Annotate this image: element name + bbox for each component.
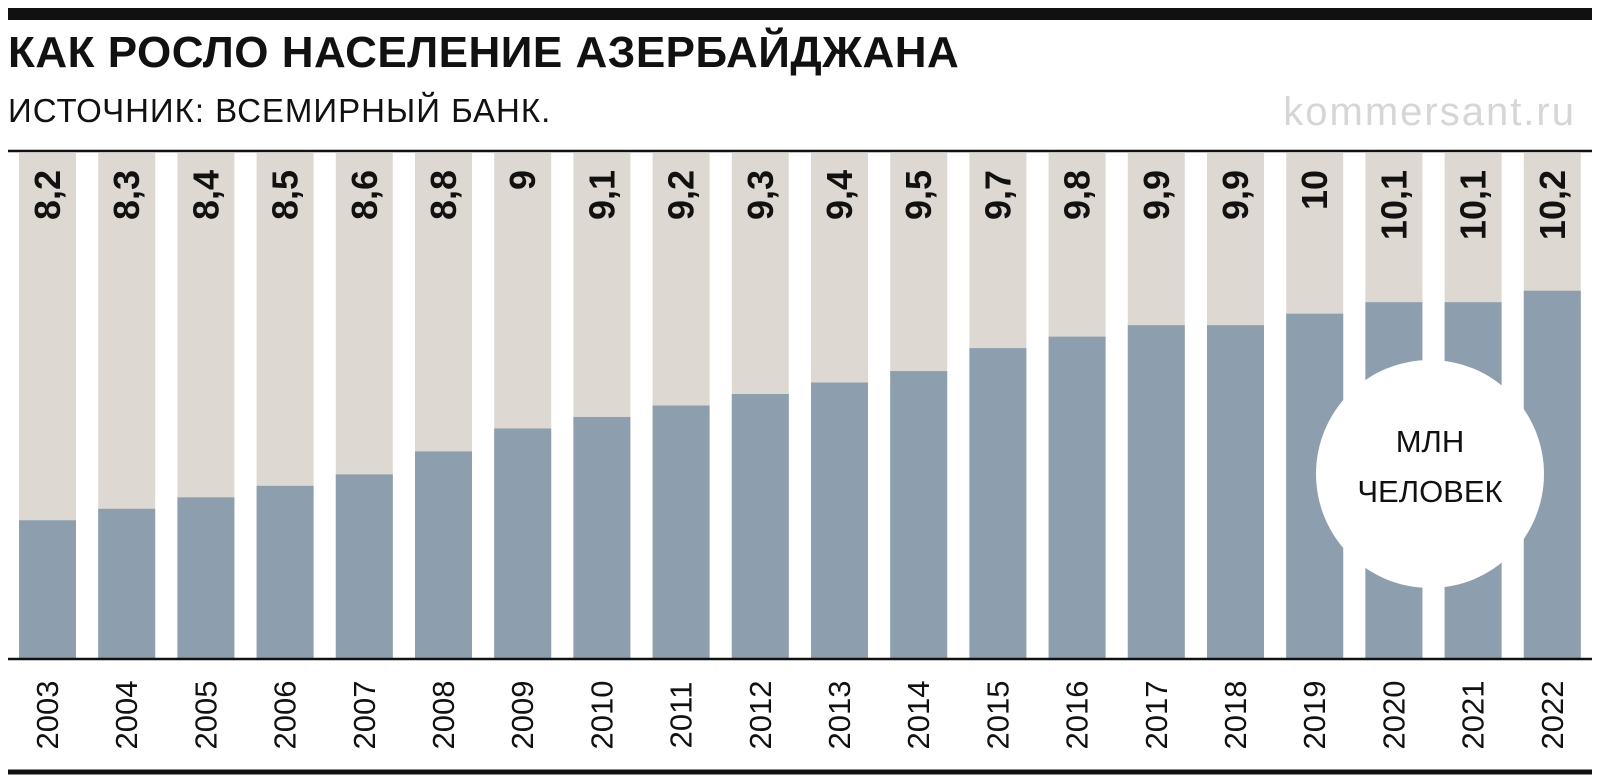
value-label-2009: 9 [502,170,543,190]
value-label-2016: 9,8 [1057,170,1098,220]
value-label-2018: 9,9 [1215,170,1256,220]
year-label-2007: 2007 [347,681,382,750]
value-label-2020: 10,1 [1373,170,1414,240]
year-label-2009: 2009 [505,681,540,750]
value-label-2008: 8,8 [423,170,464,220]
bar-2011 [652,405,710,658]
bar-2012 [731,394,789,658]
value-label-2011: 9,2 [661,170,702,220]
unit-badge-circle [1316,360,1544,588]
year-label-2004: 2004 [109,681,144,750]
value-label-2007: 8,6 [344,170,385,220]
value-label-2012: 9,3 [740,170,781,220]
value-label-2005: 8,4 [185,170,226,220]
value-label-2013: 9,4 [819,170,860,220]
chart-title: КАК РОСЛО НАСЕЛЕНИЕ АЗЕРБАЙДЖАНА [8,28,960,77]
year-label-2010: 2010 [584,681,619,750]
top-rule [8,8,1592,20]
value-label-2010: 9,1 [581,170,622,220]
bar-2015 [969,348,1027,658]
year-label-2020: 2020 [1376,681,1411,750]
value-label-2015: 9,7 [977,170,1018,220]
chart-source: ИСТОЧНИК: ВСЕМИРНЫЙ БАНК. [8,92,552,129]
unit-badge-line2: ЧЕЛОВЕК [1357,474,1502,509]
year-label-2003: 2003 [30,681,65,750]
value-label-2003: 8,2 [27,170,68,220]
bar-2003 [19,520,76,658]
year-label-2005: 2005 [188,681,223,750]
bar-2016 [1048,336,1106,658]
bar-2013 [811,382,868,658]
year-label-2006: 2006 [268,681,303,750]
bar-2004 [98,508,156,658]
bar-2017 [1127,325,1185,658]
bar-2007 [335,474,393,658]
year-label-2015: 2015 [980,681,1015,750]
bars-group: 8,2 2003 8,3 2004 8,4 2005 8,5 2006 8,6 2007 8,8 20… [19,153,1581,749]
year-label-2018: 2018 [1218,681,1253,750]
bar-2010 [573,416,631,658]
unit-badge: МЛН ЧЕЛОВЕК [1316,360,1544,588]
brand-watermark: kommersant.ru [1283,90,1576,134]
bar-2005 [177,497,235,658]
value-label-2017: 9,9 [1136,170,1177,220]
value-label-2019: 10 [1294,170,1335,210]
bar-2014 [890,371,948,658]
year-label-2019: 2019 [1297,681,1332,750]
value-label-2021: 10,1 [1453,170,1494,240]
bar-2018 [1207,325,1264,658]
year-label-2013: 2013 [822,681,857,750]
value-label-2006: 8,5 [265,170,306,220]
value-label-2004: 8,3 [106,170,147,220]
year-label-2008: 2008 [426,681,461,750]
year-label-2014: 2014 [901,681,936,750]
year-label-2016: 2016 [1060,681,1095,750]
bar-2006 [256,485,314,658]
value-label-2014: 9,5 [898,170,939,220]
unit-badge-line1: МЛН [1396,424,1465,459]
year-label-2017: 2017 [1139,681,1174,750]
bar-2008 [415,451,472,658]
year-label-2022: 2022 [1535,681,1570,750]
year-label-2021: 2021 [1456,681,1491,750]
year-label-2012: 2012 [743,681,778,750]
year-label-2011: 2011 [664,682,699,749]
value-label-2022: 10,2 [1532,170,1573,240]
bar-2009 [494,428,552,658]
